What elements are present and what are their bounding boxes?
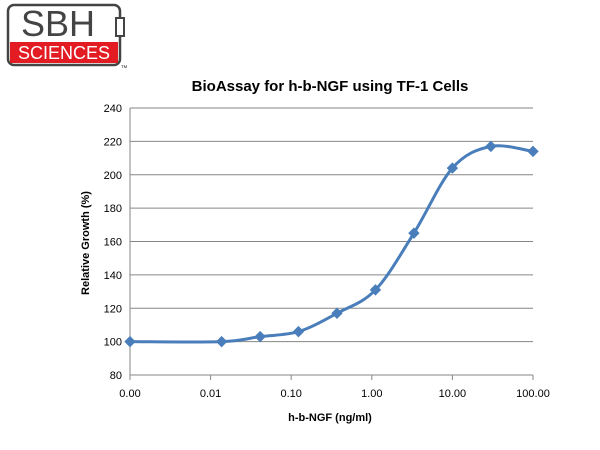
y-tick-label: 220 (104, 136, 122, 148)
y-tick-label: 120 (104, 303, 122, 315)
data-point-marker (124, 335, 136, 348)
y-tick-label: 180 (104, 203, 122, 215)
x-tick-label: 0.10 (280, 388, 301, 400)
data-point-marker (485, 140, 497, 153)
data-point-marker (446, 162, 459, 174)
series-markers (124, 140, 539, 348)
x-tick-label: 10.00 (439, 388, 467, 400)
series-line (129, 144, 534, 344)
chart-grid (130, 107, 533, 343)
x-axis-title: h-b-NGF (ng/ml) (288, 412, 372, 424)
data-point-marker (254, 330, 266, 343)
y-tick-label: 240 (104, 103, 122, 115)
data-point-marker (527, 145, 539, 158)
data-point-marker (331, 307, 343, 319)
x-tick-label: 0.01 (200, 388, 221, 400)
x-tick-label: 1.00 (361, 388, 382, 400)
data-point-marker (369, 284, 382, 296)
y-tick-label: 100 (104, 337, 122, 349)
data-point-marker (292, 325, 305, 338)
logo-tab (115, 17, 125, 37)
logo-bottom-text: SCIENCES (18, 43, 110, 63)
logo-red-band (10, 42, 118, 63)
x-tick-label: 100.00 (516, 388, 550, 400)
chart-title: BioAssay for h-b-NGF using TF-1 Cells (192, 78, 469, 95)
x-tick-label: 0.00 (119, 388, 140, 400)
x-tick-labels: 0.00 0.01 0.10 1.00 10.00 100.00 (119, 375, 550, 400)
sbh-sciences-logo: SBH SCIENCES ™ (6, 3, 128, 72)
data-point-marker (408, 227, 420, 239)
y-tick-label: 160 (104, 237, 122, 249)
y-tick-label: 80 (110, 370, 122, 382)
logo-tm-text: ™ (121, 65, 128, 72)
logo-top-text: SBH (21, 3, 95, 44)
data-point-marker (215, 335, 228, 348)
y-tick-labels: 80 100 120 140 160 180 200 220 240 (104, 103, 122, 382)
y-axis-title: Relative Growth (%) (80, 191, 92, 295)
y-tick-label: 140 (104, 270, 122, 282)
y-tick-label: 200 (104, 170, 122, 182)
